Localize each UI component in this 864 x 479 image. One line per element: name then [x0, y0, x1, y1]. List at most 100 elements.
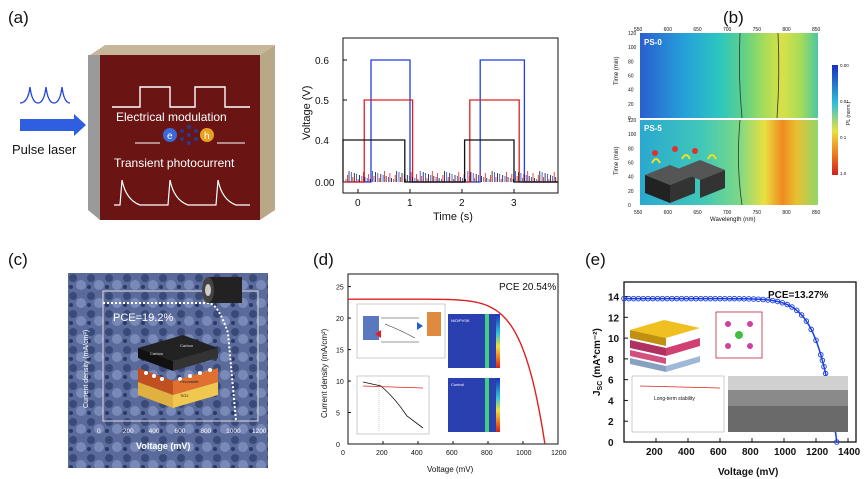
chart-e-marker — [818, 351, 824, 358]
panel-c-pce: PCE=19.2% — [113, 312, 173, 324]
heatmap-xtick-label: 550 — [634, 210, 643, 216]
chart-e-sem-inset — [728, 376, 848, 432]
chart-a-xtick-label: 1 — [407, 198, 413, 209]
ps0-label: PS-0 — [644, 38, 662, 47]
layer-carbon-1: Carbon — [150, 351, 163, 356]
chart-e-pce: PCE=13.27% — [768, 290, 828, 301]
chart-e-ytick-label: 12 — [608, 313, 620, 324]
panel-c-xtick-label: 1000 — [226, 428, 241, 435]
hole-circle — [200, 128, 214, 142]
panel-c-xlabel: Voltage (mV) — [136, 441, 190, 451]
heatmap-bottom-contour — [738, 119, 743, 206]
modulation-wave — [112, 86, 250, 108]
chart-d-jv-curve — [348, 298, 546, 445]
chart-e-xtick-label: 200 — [646, 447, 663, 458]
panel-a-illustration: Electrical modulation e h Transient phot… — [12, 45, 275, 220]
electron-circle — [163, 128, 177, 142]
chart-d-xtick-label: 1200 — [551, 450, 567, 457]
heatmap-ytick-label: 20 — [628, 189, 634, 195]
heatmap-ytick-label: 60 — [628, 74, 634, 80]
chart-d-inset1-label: NiO/PVSK — [451, 318, 470, 323]
chart-e-inset-title: Long-term stability — [654, 396, 695, 402]
panel-c-jv-curve — [103, 302, 237, 422]
panel-c-xtick-label: 1200 — [252, 428, 267, 435]
chart-d-ytick-label: 0 — [336, 442, 340, 449]
chart-a-ytick-label: 0.5 — [315, 96, 329, 107]
chart-a-ytick-label: 0.00 — [315, 178, 335, 189]
heatmap-ytick-label: 20 — [628, 102, 634, 108]
heatmap-ytick-label: 80 — [628, 59, 634, 65]
chart-d-xlabel: Voltage (mV) — [427, 465, 474, 474]
chart-d-map-inset-1 — [448, 314, 500, 368]
heatmap-xtick-top-label: 650 — [693, 27, 702, 33]
heatmap-xtick-label: 650 — [693, 210, 702, 216]
chart-e-marker — [822, 370, 829, 377]
panel-label-e: (e) — [585, 250, 606, 269]
transient-photocurrent-label: Transient photocurrent — [114, 156, 235, 170]
heatmap-xtick-top-label: 800 — [782, 27, 791, 33]
chart-e-marker — [808, 326, 814, 333]
heatmap-xlabel: Wavelength (nm) — [710, 217, 755, 223]
electrical-modulation-label: Electrical modulation — [116, 110, 227, 124]
chart-e-ytick-label: 4 — [608, 396, 614, 407]
heatmap-xtick-top-label: 600 — [664, 27, 673, 33]
photocurrent-trace — [114, 179, 250, 206]
chart-e-marker — [779, 300, 786, 306]
layer-tio2: TiO2 — [180, 393, 189, 398]
chart-d-pce: PCE 20.54% — [499, 282, 556, 293]
heatmap-xtick-top-label: 700 — [723, 27, 732, 33]
ps5-molecule-inset — [645, 146, 725, 203]
chart-d-xtick-label: 400 — [411, 450, 423, 457]
panel-label-b: (b) — [723, 8, 744, 27]
chart-d-inset2-label: Control — [451, 382, 464, 387]
heatmap-top — [640, 33, 818, 118]
chart-e-xtick-label: 400 — [678, 447, 695, 458]
heatmap-xtick-label: 750 — [753, 210, 762, 216]
heatmap-xtick-label: 850 — [812, 210, 821, 216]
chart-e-marker — [774, 298, 781, 305]
heatmap-ytick-label: 60 — [628, 161, 634, 167]
chart-e-marker — [813, 337, 819, 344]
chart-e-marker — [819, 357, 826, 364]
panel-b-heatmap: PS-0 PS-5 0.000.010.11.0 550550600600650… — [614, 27, 852, 223]
chart-a-series-line — [342, 139, 558, 183]
chart-d-ylabel: Current density (mA/cm²) — [320, 328, 329, 418]
chart-e-marker — [803, 318, 810, 324]
heatmap-ylabel-bottom: Time (min) — [614, 147, 620, 175]
panel-a-voltage-chart: 0 1 2 3 0.00 0.4 0.5 0.6 Voltage (V) Time (s) — [301, 37, 559, 223]
chart-d-ytick-label: 20 — [336, 316, 344, 323]
panel-c-xtick-label: 800 — [200, 428, 211, 435]
layer-carbon-2: Carbon — [180, 343, 193, 348]
chart-a-xtick-label: 3 — [511, 198, 517, 209]
sem-background — [68, 273, 268, 468]
chart-d-ytick-label: 15 — [336, 348, 344, 355]
chart-a-xtick-label: 0 — [355, 198, 361, 209]
chart-d-xtick-label: 800 — [481, 450, 493, 457]
panel-c-ylabel: Current density (mA/cm²) — [83, 330, 90, 408]
chart-e-marker — [821, 363, 827, 370]
hole-label: h — [204, 131, 210, 142]
chart-a-frame — [342, 37, 559, 194]
chart-e-marker — [794, 307, 800, 314]
svg-text:JSC (mA*cm⁻²): JSC (mA*cm⁻²) — [592, 328, 604, 396]
chart-d-xtick-label: 0 — [341, 450, 345, 457]
chart-d-ytick-label: 5 — [336, 411, 340, 418]
chart-e-xtick-label: 1200 — [806, 447, 829, 458]
chart-a-series-line — [343, 59, 558, 183]
heatmap-ytick-label: 100 — [628, 132, 637, 138]
chart-a-ytick-label: 0.6 — [315, 56, 329, 67]
chart-e-marker — [798, 312, 805, 318]
device-side-face — [260, 45, 275, 220]
chart-e-ytick-label: 0 — [608, 438, 614, 449]
panel-label-c: (c) — [8, 250, 28, 269]
chart-e-ytick-label: 2 — [608, 417, 614, 428]
chart-a-series-line — [343, 99, 558, 183]
heatmap-xtick-top-label: 850 — [812, 27, 821, 33]
colorbar-tick-label: 0.1 — [840, 135, 847, 140]
chart-e-ytick-label: 10 — [608, 334, 620, 345]
chart-a-xtick-label: 2 — [459, 198, 465, 209]
carbon-roll-icon — [202, 277, 242, 303]
pulse-laser-label: Pulse laser — [12, 142, 77, 157]
chart-e-ylabel: JSC (mA*cm⁻²) — [592, 328, 604, 396]
heatmap-ytick-label: 0 — [628, 116, 631, 122]
